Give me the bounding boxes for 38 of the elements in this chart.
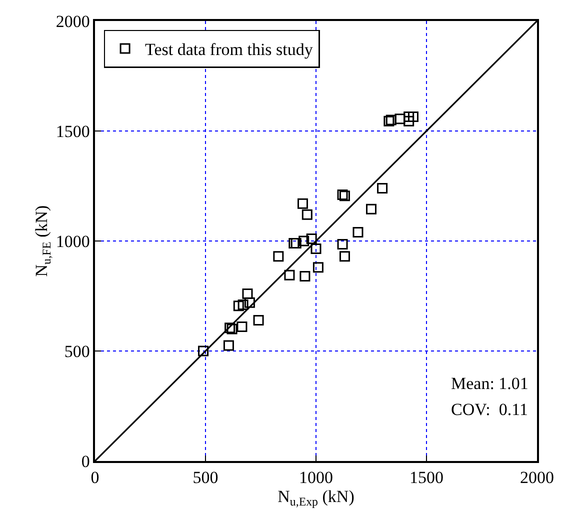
- point: [312, 262, 324, 273]
- point: [404, 116, 414, 126]
- y-tick-label: 0: [81, 452, 90, 471]
- point: [253, 314, 264, 326]
- x-axis-title: N$_{u,Exp}$ (kN): [278, 487, 354, 509]
- point: [273, 251, 284, 262]
- point: [339, 251, 350, 262]
- point: [244, 297, 255, 308]
- annotation: Mean: 1.01: [451, 374, 528, 393]
- x-tick-label: 2000: [520, 468, 554, 488]
- point: [377, 182, 388, 194]
- point: [337, 239, 348, 250]
- point: [297, 198, 308, 209]
- y-tick-label: 1000: [56, 232, 90, 251]
- point: [242, 288, 253, 300]
- point: [198, 346, 209, 356]
- annotation: COV: 0.11: [451, 400, 528, 419]
- point: [284, 270, 295, 280]
- point: [233, 300, 244, 312]
- point: [408, 111, 418, 122]
- x-tick-label: 1000: [299, 468, 333, 488]
- x-tick-label: 500: [192, 468, 218, 488]
- point: [300, 270, 310, 282]
- point: [310, 243, 322, 254]
- point: [352, 226, 364, 238]
- point: [302, 209, 312, 220]
- point: [306, 234, 317, 244]
- point: [236, 322, 248, 332]
- legend-label: Test data from this study: [145, 40, 314, 60]
- y-tick-label: 1500: [56, 122, 90, 141]
- x-tick-label: 1500: [410, 468, 444, 488]
- point: [238, 300, 248, 310]
- point: [298, 236, 310, 246]
- point: [366, 204, 376, 214]
- y-tick-label: 2000: [56, 12, 90, 31]
- point: [223, 340, 234, 351]
- point: [394, 114, 406, 124]
- y-tick-label: 500: [64, 342, 90, 361]
